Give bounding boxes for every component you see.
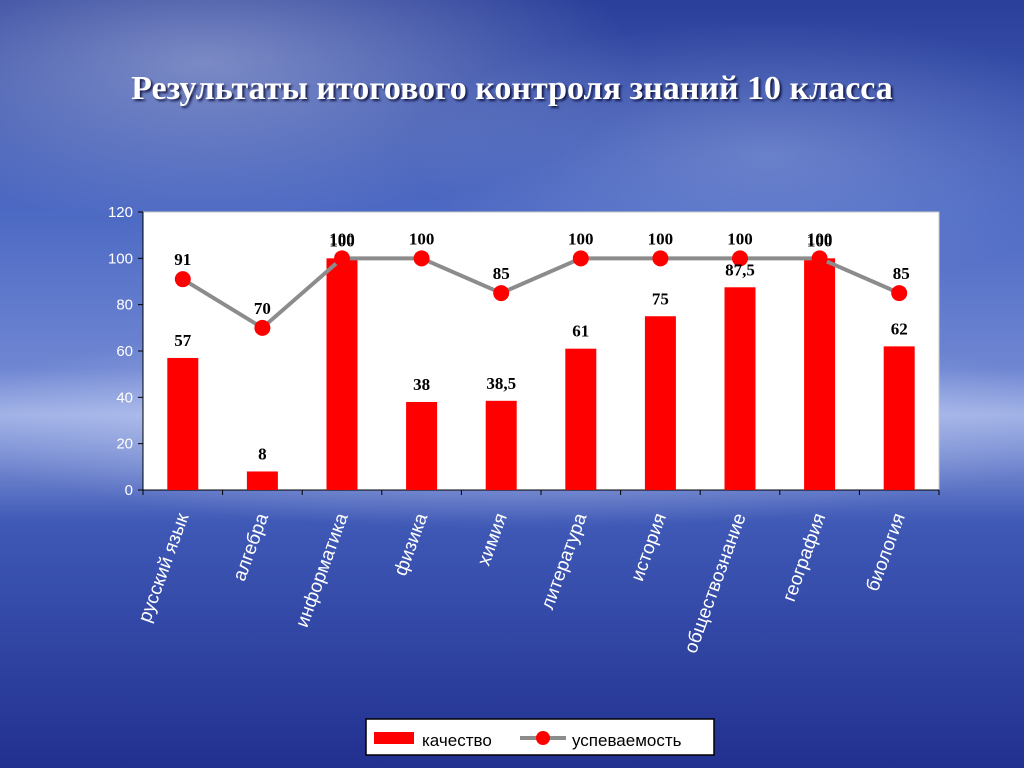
bar-data-label: 75: [652, 289, 669, 308]
y-axis: 0 20 40 60 80 100 120: [108, 204, 144, 499]
bar: [565, 348, 597, 490]
y-tick-label: 80: [116, 297, 133, 314]
y-tick-label: 60: [116, 343, 133, 360]
category-label: биология: [862, 511, 910, 595]
bar-data-label: 38: [413, 375, 430, 394]
bar: [883, 346, 915, 490]
line-data-label: 100: [329, 229, 355, 248]
line-point: [811, 250, 828, 267]
bar: [644, 316, 676, 490]
bar-data-label: 100: [807, 231, 833, 250]
line-data-label: 100: [409, 229, 435, 248]
line-data-labels: 91 70 100 100 85 100 100 100 100 85: [174, 229, 909, 318]
y-tick-label: 120: [108, 204, 133, 221]
line-point: [254, 319, 271, 336]
series-line: [181, 256, 901, 331]
line-data-label: 70: [254, 299, 271, 318]
bar-data-label: 61: [572, 322, 589, 341]
legend-label-uspevaemost: успеваемость: [572, 731, 682, 750]
y-tick-label: 0: [125, 482, 133, 499]
line-point: [572, 250, 589, 267]
line-data-label: 100: [807, 229, 833, 248]
bar: [485, 400, 517, 490]
category-label: обществознание: [681, 511, 751, 657]
category-label: география: [779, 511, 830, 605]
category-label: информатика: [292, 510, 353, 630]
line-point: [732, 250, 748, 267]
legend: качество успеваемость: [365, 718, 715, 756]
bar-data-label: 38,5: [486, 374, 516, 393]
line-point: [174, 271, 191, 288]
line-data-label: 100: [727, 229, 753, 248]
line-data-label: 85: [893, 264, 910, 283]
bar: [804, 258, 836, 490]
y-tick-label: 40: [116, 389, 133, 406]
line-data-label: 91: [174, 250, 191, 269]
category-label: русский язык: [135, 510, 194, 625]
category-label: история: [627, 511, 671, 585]
line-data-label: 100: [568, 229, 594, 248]
bar: [246, 471, 278, 490]
x-axis: [142, 489, 940, 495]
bar-data-label: 62: [891, 319, 908, 338]
bar: [406, 401, 438, 490]
line-point: [652, 250, 669, 267]
line-series-uspevaemost: [174, 250, 908, 336]
bar-data-label: 87,5: [725, 260, 755, 279]
category-label: химия: [474, 511, 512, 569]
bar: [724, 287, 756, 490]
bar-data-label: 8: [258, 444, 267, 463]
line-data-label: 100: [648, 229, 674, 248]
bar-data-label: 57: [174, 331, 192, 350]
slide-title: Результаты итогового контроля знаний 10 …: [131, 70, 893, 107]
bar-data-label: 100: [329, 231, 355, 250]
bar-series-kachestvo: [167, 258, 915, 490]
bar-data-labels: 57 8 100 38 38,5 61 75 87,5 100 62: [174, 231, 907, 463]
category-labels: русский язык алгебра информатика физика хими…: [135, 510, 910, 656]
line-data-label: 85: [493, 264, 510, 283]
category-label: физика: [390, 510, 432, 579]
legend-label-kachestvo: качество: [422, 731, 492, 750]
line-point: [334, 250, 350, 267]
line-point: [413, 250, 430, 267]
line-point: [891, 285, 908, 302]
category-label: литература: [537, 510, 591, 612]
y-tick-label: 100: [108, 250, 133, 267]
category-label: алгебра: [229, 510, 273, 584]
bar: [326, 258, 358, 490]
line-point: [493, 285, 510, 302]
legend-swatch-marker: [536, 731, 550, 745]
bar: [167, 357, 199, 490]
y-tick-label: 20: [116, 436, 133, 453]
legend-swatch-bar: [374, 732, 414, 744]
